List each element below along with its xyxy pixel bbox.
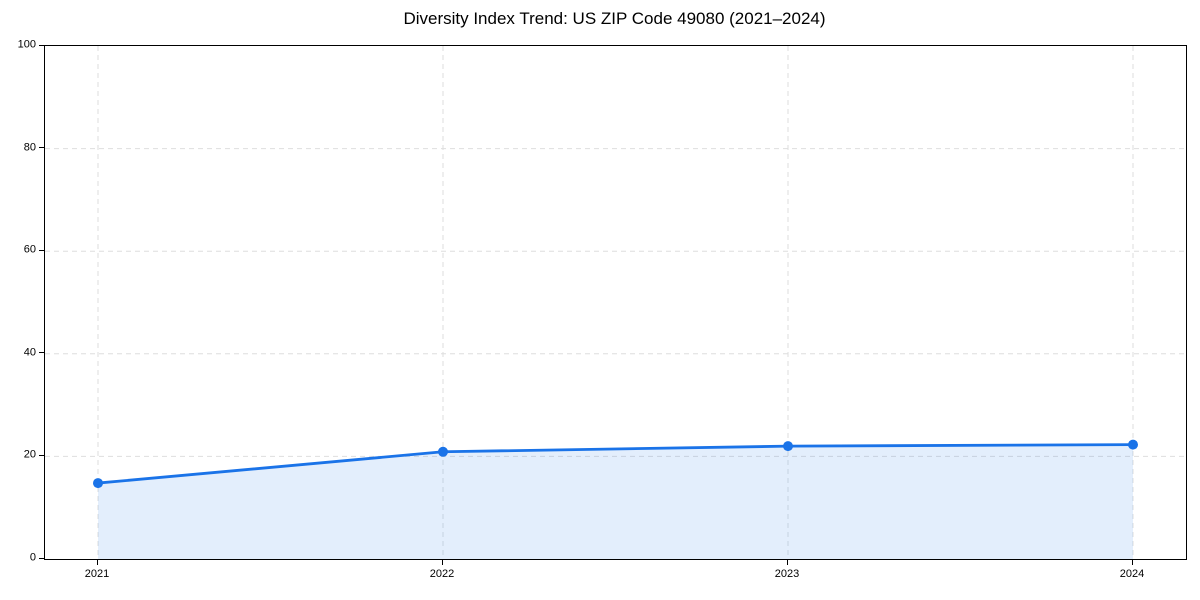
xtick-label-2021: 2021 — [84, 568, 110, 580]
ytick-label-20: 20 — [23, 448, 36, 461]
xtick-label-2022: 2022 — [429, 568, 455, 580]
chart-title: Diversity Index Trend: US ZIP Code 49080… — [403, 9, 826, 28]
data-point-2022 — [438, 446, 448, 457]
ytick-mark-20 — [39, 454, 44, 456]
xtick-mark-2024 — [1131, 559, 1133, 565]
data-point-2024 — [1128, 439, 1138, 450]
data-point-2021 — [93, 478, 103, 489]
ytick-mark-40 — [39, 352, 44, 354]
line-chart-canvas — [45, 46, 1186, 559]
ytick-label-100: 100 — [17, 38, 36, 51]
xtick-mark-2022 — [441, 559, 443, 565]
ytick-label-40: 40 — [23, 346, 36, 359]
ytick-mark-60 — [39, 249, 44, 251]
ytick-label-0: 0 — [29, 551, 36, 564]
trend-line — [96, 443, 1135, 485]
ytick-label-60: 60 — [23, 243, 36, 256]
xtick-label-2024: 2024 — [1119, 568, 1145, 580]
plot-area — [44, 45, 1187, 560]
ytick-mark-0 — [39, 557, 44, 559]
ytick-label-80: 80 — [23, 141, 36, 154]
area-fill — [98, 444, 1133, 559]
xtick-label-2023: 2023 — [774, 568, 800, 580]
xtick-mark-2023 — [786, 559, 788, 565]
xtick-mark-2021 — [96, 559, 98, 565]
ytick-mark-80 — [39, 147, 44, 149]
ytick-mark-100 — [39, 44, 44, 46]
data-point-2023 — [783, 441, 793, 452]
